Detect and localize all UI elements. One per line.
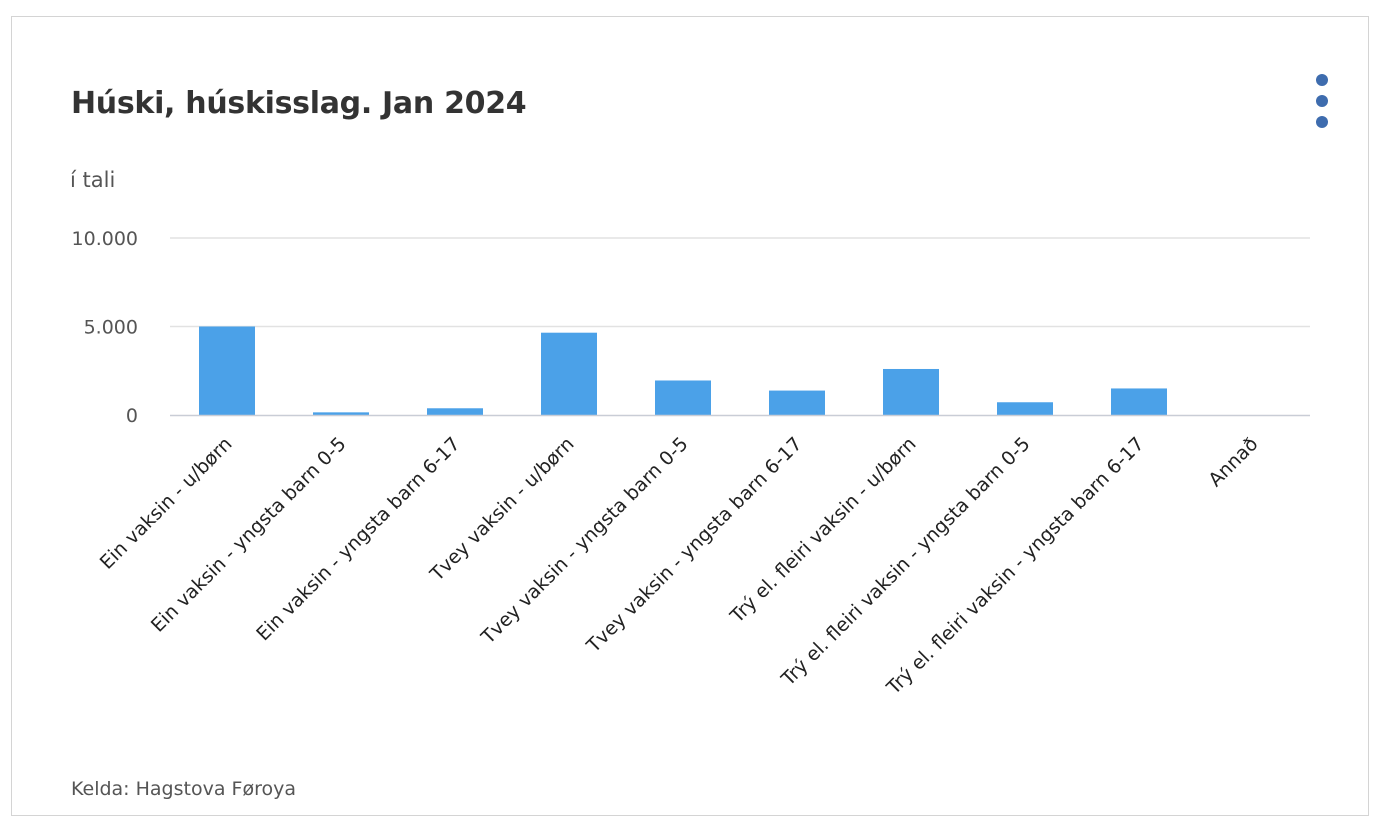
source-credit: Kelda: Hagstova Føroya (71, 778, 296, 800)
y-tick-label: 0 (126, 405, 138, 427)
y-axis-ticks: 0 5.000 10.000 (72, 228, 138, 427)
bar[interactable] (199, 326, 255, 416)
x-tick-label: Tvey vaksin - yngsta barn 0-5 (476, 433, 692, 649)
y-tick-label: 10.000 (72, 228, 138, 250)
x-tick-label: Annað (1204, 433, 1262, 491)
bar[interactable] (997, 402, 1053, 415)
bar[interactable] (655, 380, 711, 415)
y-tick-label: 5.000 (84, 317, 138, 339)
more-vertical-icon (1316, 74, 1328, 86)
bar[interactable] (1111, 388, 1167, 415)
more-vertical-icon-dot-3 (1316, 116, 1328, 128)
chart-menu-button[interactable] (1308, 70, 1336, 134)
bar[interactable] (541, 332, 597, 415)
x-tick-label: Tvey vaksin - yngsta barn 6-17 (582, 433, 807, 658)
x-tick-label: Trý el. fleiri vaksin - yngsta barn 6-17 (882, 433, 1148, 699)
x-tick-label: Ein vaksin - yngsta barn 6-17 (252, 433, 464, 645)
bar[interactable] (427, 408, 483, 415)
bar[interactable] (769, 390, 825, 415)
x-tick-label: Trý el. fleiri vaksin - yngsta barn 0-5 (777, 433, 1035, 691)
more-vertical-icon-dot-2 (1316, 95, 1328, 107)
bars (199, 326, 1167, 416)
x-tick-label: Trý el. fleiri vaksin - u/børn (726, 433, 921, 628)
chart-title: Húski, húskisslag. Jan 2024 (71, 86, 527, 121)
x-tick-label: Ein vaksin - yngsta barn 0-5 (147, 433, 351, 637)
bar[interactable] (313, 412, 369, 415)
y-axis-unit-label: í tali (70, 168, 116, 192)
grid-lines (170, 237, 1310, 328)
bar[interactable] (883, 368, 939, 415)
